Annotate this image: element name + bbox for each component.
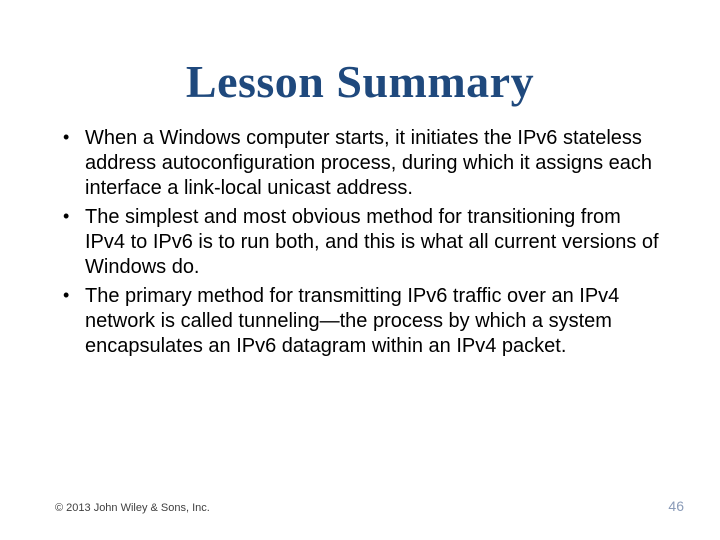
slide-title: Lesson Summary	[55, 55, 665, 108]
bullet-list: When a Windows computer starts, it initi…	[55, 126, 665, 359]
page-number: 46	[668, 498, 684, 514]
list-item: The simplest and most obvious method for…	[55, 205, 665, 280]
list-item: The primary method for transmitting IPv6…	[55, 284, 665, 359]
list-item: When a Windows computer starts, it initi…	[55, 126, 665, 201]
copyright-text: © 2013 John Wiley & Sons, Inc.	[55, 502, 210, 514]
slide: Lesson Summary When a Windows computer s…	[0, 0, 720, 540]
